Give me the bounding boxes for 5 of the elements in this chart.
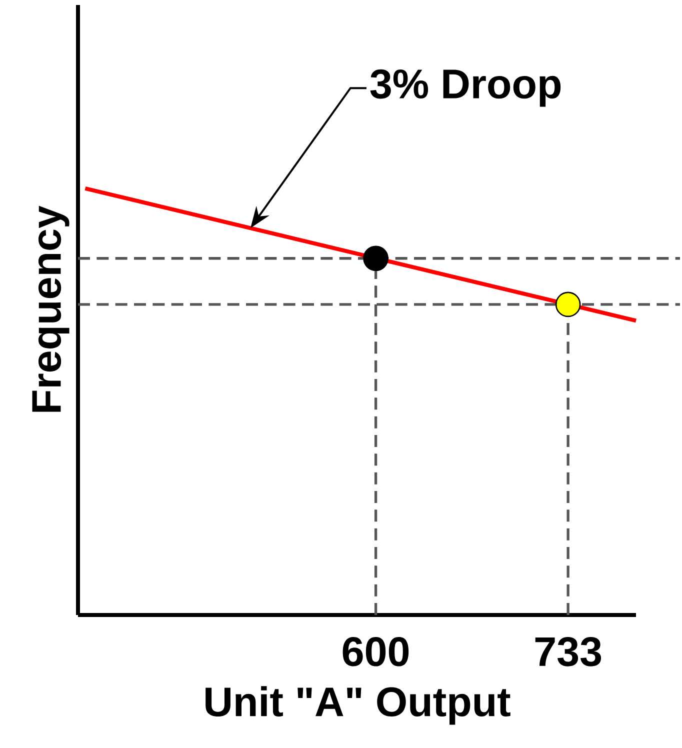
- text: 3% Droop: [370, 69, 561, 107]
- x-tick-label: 600: [342, 637, 409, 666]
- y-axis-title: Frequency: [32, 206, 70, 412]
- x-tick-label: 733: [535, 637, 602, 666]
- x-axis-title: Unit "A" Output: [206, 686, 510, 725]
